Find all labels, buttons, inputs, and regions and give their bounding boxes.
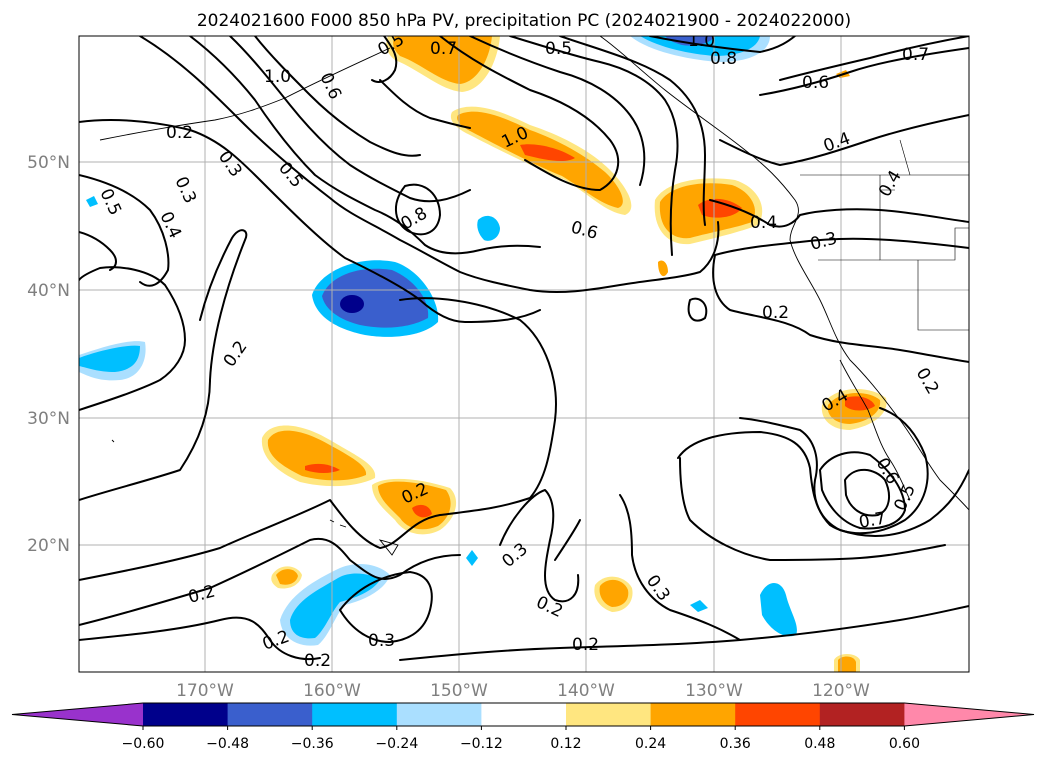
colorbar-segment bbox=[481, 703, 567, 726]
colorbar-tick-label: 0.36 bbox=[720, 736, 751, 752]
contour-label: 0.2 bbox=[572, 635, 599, 655]
colorbar-tick-label: 0.48 bbox=[804, 736, 835, 752]
colorbar: −0.60 −0.48 −0.36 −0.24 −0.12 0.12 0.24 0.36 0.4… bbox=[11, 702, 1035, 752]
colorbar-segment bbox=[650, 703, 736, 726]
colorbar-segment bbox=[566, 703, 652, 726]
map-area: 0.2 0.3 0.3 0.4 0.5 0.5 1.0 0.8 1.0 0.7 … bbox=[78, 31, 970, 673]
contour-label: 0.2 bbox=[166, 123, 193, 143]
lat-label-40n: 40°N bbox=[27, 281, 70, 301]
contour-label: 0.7 bbox=[902, 45, 929, 65]
lon-label-130w: 130°W bbox=[685, 681, 743, 701]
colorbar-segment bbox=[396, 703, 482, 726]
precip-fills bbox=[79, 36, 887, 672]
contour-label: 0.7 bbox=[430, 39, 457, 59]
contour-label: 1.0 bbox=[688, 31, 715, 51]
contour-label: 0.8 bbox=[710, 49, 737, 69]
colorbar-tick-label: −0.24 bbox=[375, 736, 418, 752]
lon-label-170w: 170°W bbox=[176, 681, 234, 701]
colorbar-tick-label: 0.12 bbox=[550, 736, 581, 752]
lon-label-120w: 120°W bbox=[812, 681, 870, 701]
contour-label: 0.3 bbox=[368, 631, 395, 651]
lat-label-50n: 50°N bbox=[27, 153, 70, 173]
lat-label-20n: 20°N bbox=[27, 536, 70, 556]
lon-label-140w: 140°W bbox=[557, 681, 615, 701]
map-title: 2024021600 F000 850 hPa PV, precipitatio… bbox=[197, 11, 851, 31]
lon-labels: 170°W 160°W 150°W 140°W 130°W 120°W bbox=[176, 681, 870, 701]
lon-label-160w: 160°W bbox=[303, 681, 361, 701]
colorbar-tick-label: 0.60 bbox=[889, 736, 920, 752]
lat-labels: 50°N 40°N 30°N 20°N bbox=[27, 153, 70, 556]
colorbar-tick-label: −0.48 bbox=[206, 736, 249, 752]
coastlines bbox=[99, 36, 969, 556]
colorbar-segment bbox=[819, 703, 905, 726]
contour-label: 0.4 bbox=[750, 213, 777, 233]
colorbar-tick-label: −0.60 bbox=[122, 736, 165, 752]
contour-label: 0.2 bbox=[762, 303, 789, 323]
lon-label-150w: 150°W bbox=[430, 681, 488, 701]
colorbar-segment bbox=[735, 703, 821, 726]
contour-label: 0.2 bbox=[304, 651, 331, 671]
colorbar-tick-label: 0.24 bbox=[635, 736, 666, 752]
contour-label: 1.0 bbox=[264, 67, 291, 87]
pv-contours bbox=[79, 36, 969, 661]
colorbar-extend-min bbox=[12, 703, 143, 726]
colorbar-segment bbox=[227, 703, 313, 726]
colorbar-tick-label: −0.12 bbox=[460, 736, 503, 752]
lat-label-30n: 30°N bbox=[27, 409, 70, 429]
contour-label: 0.7 bbox=[857, 509, 887, 533]
contour-label: 0.5 bbox=[545, 39, 572, 59]
colorbar-tick-label: −0.36 bbox=[291, 736, 334, 752]
contour-label: 0.6 bbox=[802, 73, 829, 93]
colorbar-segment bbox=[312, 703, 398, 726]
colorbar-extend-max bbox=[904, 703, 1034, 726]
colorbar-segment bbox=[143, 703, 229, 726]
